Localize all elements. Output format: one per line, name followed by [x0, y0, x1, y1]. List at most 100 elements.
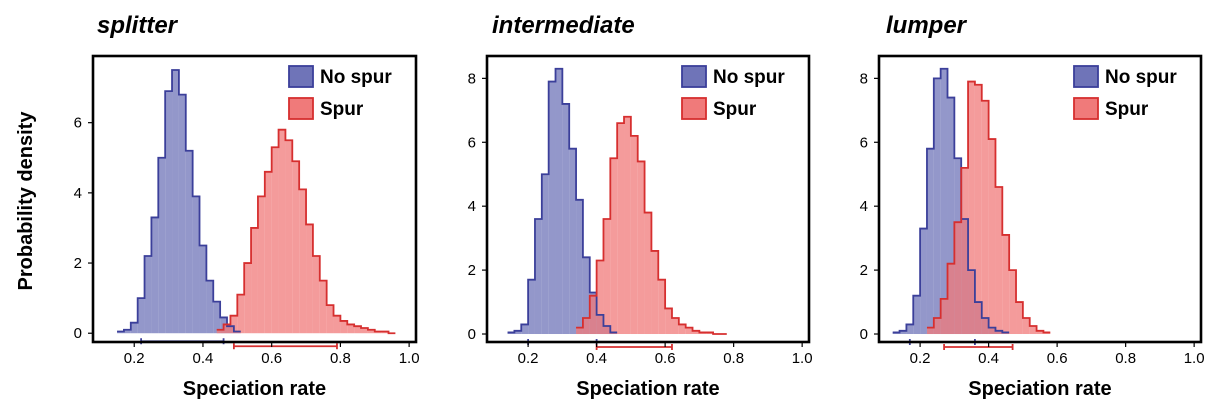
- histogram-bar: [251, 227, 258, 334]
- histogram-bar: [603, 218, 611, 335]
- histogram-bar: [223, 324, 231, 334]
- histogram-bar: [940, 68, 948, 335]
- histogram-bar: [582, 318, 590, 335]
- histogram-bar: [192, 196, 200, 334]
- y-tick-label: 2: [860, 262, 868, 279]
- plot-frame: [877, 54, 1203, 344]
- series-no-spur-outline: [117, 69, 241, 333]
- x-tick-label: 0.2: [518, 350, 539, 367]
- legend: No spur Spur: [1073, 65, 1177, 120]
- histogram-bar: [1036, 330, 1044, 335]
- histogram-bar: [961, 167, 969, 335]
- y-tick-label: 2: [468, 262, 476, 279]
- series-no-spur-outline: [892, 67, 1010, 334]
- histogram-bar: [333, 315, 341, 334]
- x-tick-label: 1.0: [1184, 350, 1205, 367]
- x-tick-label: 0.8: [723, 350, 744, 367]
- histogram-bar: [906, 324, 914, 335]
- histogram-bar: [312, 256, 320, 334]
- y-tick-label: 4: [74, 185, 82, 202]
- histogram-bar: [562, 103, 570, 335]
- series-no-spur-outline: [507, 67, 618, 334]
- histogram-bar: [589, 295, 597, 335]
- y-tick-label: 4: [860, 198, 868, 215]
- histogram-bar: [981, 100, 989, 335]
- histogram-bar: [237, 294, 245, 334]
- histogram-bar: [926, 327, 934, 335]
- histogram-bar: [665, 308, 672, 335]
- x-axis-label: Speciation rate: [183, 378, 326, 400]
- series-spur-interval: [943, 344, 1014, 351]
- legend-label: Spur: [713, 99, 757, 120]
- panels: splitter 0.2 0.4 0.6 0.8 1.0 Speciation rate 0 2…: [74, 12, 1205, 400]
- histogram-bar: [947, 263, 955, 335]
- y-tick-label: 6: [468, 134, 476, 151]
- histogram-bar: [534, 218, 542, 335]
- histogram-bar: [185, 150, 193, 334]
- legend-label: No spur: [1105, 67, 1177, 88]
- histogram-bar: [292, 161, 300, 334]
- histogram-bar: [988, 139, 996, 335]
- histogram-bar: [569, 148, 577, 335]
- histogram-bar: [319, 280, 327, 334]
- legend-swatch-spur: [1073, 97, 1099, 120]
- histogram-bar: [940, 298, 948, 335]
- legend-swatch-no-spur: [288, 65, 314, 88]
- y-axis: 0 2 4 6 8: [468, 70, 487, 343]
- histogram-bar: [230, 315, 238, 334]
- panel-lumper: lumper 0.2 0.4 0.6 0.8 1.0 Speciation rate 0 2 4 6…: [860, 12, 1205, 400]
- x-tick-label: 0.2: [124, 350, 145, 367]
- series-spur-interval: [232, 343, 338, 350]
- histogram-bar: [685, 327, 693, 335]
- histogram-bar: [285, 140, 293, 334]
- histogram-bar: [596, 260, 604, 335]
- x-tick-label: 0.4: [193, 350, 214, 367]
- histogram-bar: [244, 263, 252, 334]
- histogram-bar: [610, 158, 618, 335]
- histogram-bar: [920, 228, 927, 335]
- histogram-bar: [361, 327, 368, 334]
- histogram-bar: [514, 330, 522, 335]
- series-spur-outline: [576, 115, 727, 335]
- y-tick-label: 0: [468, 326, 476, 343]
- series-spur-bars: [576, 116, 714, 335]
- histogram-bar: [347, 324, 355, 334]
- panel-title: intermediate: [492, 12, 635, 39]
- histogram-bar: [123, 329, 131, 334]
- histogram-bar: [367, 329, 375, 334]
- legend-swatch-no-spur: [1073, 65, 1099, 88]
- x-tick-label: 0.6: [655, 350, 676, 367]
- histogram-bar: [271, 147, 279, 334]
- histogram-bar: [206, 280, 214, 334]
- histogram-bar: [264, 171, 272, 334]
- histogram-bar: [528, 279, 535, 335]
- series-spur-bars: [216, 129, 389, 334]
- histogram-bar: [630, 135, 638, 335]
- histogram-bar: [555, 68, 563, 335]
- histogram-bar: [1022, 318, 1030, 335]
- histogram-bar: [913, 295, 921, 335]
- histogram-bar: [617, 123, 625, 335]
- histogram-bar: [151, 217, 159, 334]
- histogram-bar: [926, 148, 934, 335]
- histogram-bar: [326, 305, 334, 334]
- x-axis-label: Speciation rate: [968, 378, 1111, 400]
- x-axis-label: Speciation rate: [576, 378, 719, 400]
- histogram-bar: [974, 84, 982, 335]
- histogram-bar: [299, 189, 307, 334]
- histogram-bar: [995, 187, 1003, 335]
- legend-label: Spur: [320, 99, 364, 120]
- y-tick-label: 4: [468, 198, 476, 215]
- legend-swatch-no-spur: [681, 65, 707, 88]
- legend: No spur Spur: [681, 65, 785, 120]
- histograms: [507, 67, 727, 351]
- histogram-bar: [1016, 302, 1023, 335]
- histogram-bar: [172, 70, 179, 334]
- x-tick-label: 0.6: [1047, 350, 1068, 367]
- x-tick-label: 0.2: [910, 350, 931, 367]
- histogram-bar: [1002, 234, 1010, 335]
- histogram-bar: [576, 199, 583, 335]
- histogram-bar: [257, 196, 265, 334]
- histogram-bar: [158, 157, 166, 334]
